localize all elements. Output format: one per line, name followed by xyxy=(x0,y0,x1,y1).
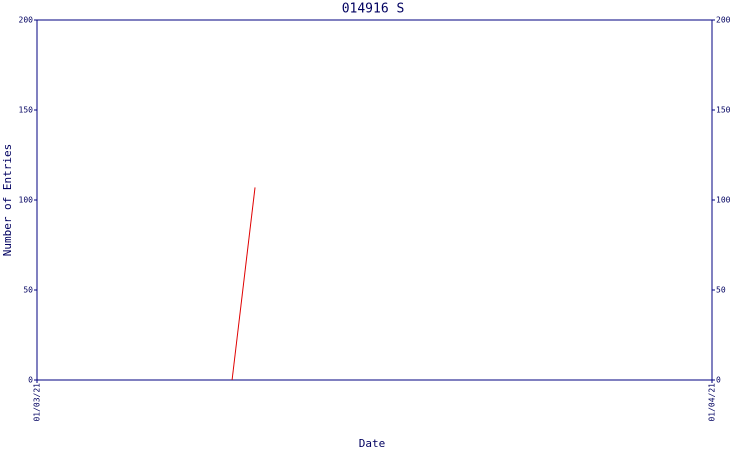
data-line xyxy=(231,187,256,381)
y-tick-label: 100 xyxy=(19,196,34,205)
y-tick-label: 200 xyxy=(19,16,34,25)
y2-tick-label: 100 xyxy=(716,196,731,205)
y-tick-label: 0 xyxy=(28,376,33,385)
x-tick-label: 01/04/21 xyxy=(708,383,717,422)
y-axis-label: Number of Entries xyxy=(1,144,14,257)
x-tick-label: 01/03/21 xyxy=(33,383,42,422)
y2-tick-label: 200 xyxy=(716,16,731,25)
y-tick-label: 150 xyxy=(19,106,34,115)
y2-tick-label: 150 xyxy=(716,106,731,115)
y2-tick-label: 50 xyxy=(716,286,726,295)
y2-tick-label: 0 xyxy=(716,376,721,385)
x-axis-label: Date xyxy=(359,437,386,450)
plot-frame xyxy=(36,19,713,381)
chart-title: 014916 S xyxy=(342,2,405,17)
y-tick-label: 50 xyxy=(23,286,33,295)
